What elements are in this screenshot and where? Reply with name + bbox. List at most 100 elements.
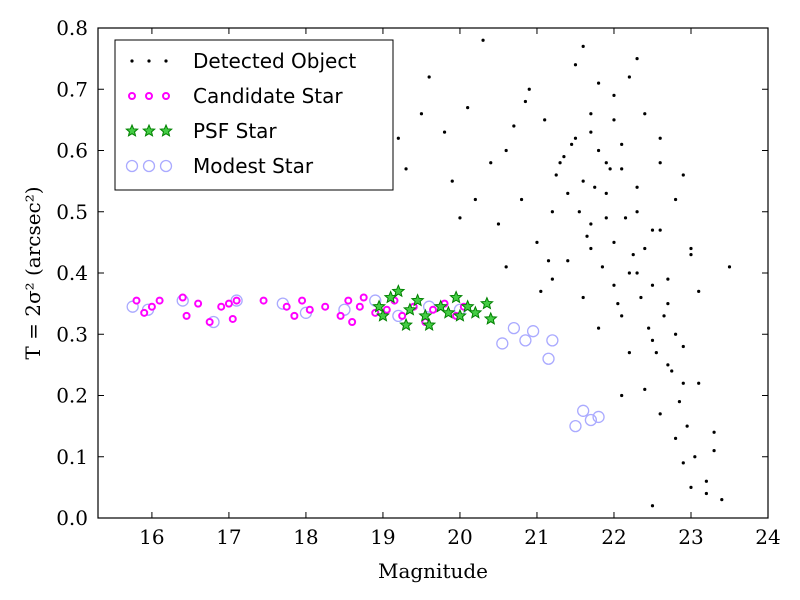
candidate-star-point	[140, 308, 149, 317]
detected-object-point	[673, 436, 678, 440]
psf-star-point	[372, 299, 387, 313]
candidate-star-point	[182, 311, 191, 320]
detected-object-point	[523, 99, 528, 104]
modest-star-point	[592, 410, 605, 424]
detected-object-point	[450, 179, 454, 183]
detected-object-point	[627, 351, 631, 355]
detected-object-point	[577, 210, 581, 214]
detected-object-point	[689, 246, 693, 251]
candidate-star-point	[232, 296, 241, 305]
x-tick-label: 18	[293, 525, 318, 549]
detected-object-point	[650, 338, 655, 342]
legend-label-candidate-star: Candidate Star	[193, 84, 343, 108]
detected-object-point	[596, 81, 601, 85]
detected-object-point	[627, 271, 631, 275]
x-tick-label: 22	[601, 525, 626, 549]
detected-object-point	[589, 112, 593, 116]
detected-object-point	[643, 112, 647, 116]
candidate-star-point	[348, 318, 357, 326]
modest-star-point	[496, 337, 509, 350]
detected-object-point	[623, 216, 628, 220]
detected-object-point	[466, 106, 470, 110]
detected-object-point	[681, 344, 685, 349]
y-tick-label: 0.0	[56, 506, 88, 530]
detected-object-point	[712, 449, 716, 453]
candidate-star-point	[132, 296, 141, 305]
detected-object-point	[658, 136, 662, 140]
detected-object-point	[566, 259, 570, 263]
y-tick-label: 0.3	[56, 322, 88, 346]
detected-object-point	[512, 124, 516, 128]
detected-object-point	[489, 161, 493, 165]
detected-object-point	[647, 326, 651, 330]
data-points	[126, 38, 732, 508]
detected-object-point	[581, 295, 585, 300]
legend-marker-psf-star	[125, 123, 139, 137]
modest-star-point	[507, 321, 521, 335]
detected-object-point	[727, 265, 732, 269]
candidate-star-point	[305, 305, 314, 314]
detected-object-point	[677, 400, 682, 404]
legend-label-psf-star: PSF Star	[193, 119, 277, 143]
detected-object-point	[658, 412, 662, 416]
detected-object-point	[612, 283, 616, 287]
legend-marker-modest-star	[159, 159, 173, 173]
modest-star-point	[519, 334, 532, 347]
psf-star-point	[453, 308, 467, 322]
detected-object-point	[612, 93, 616, 97]
detected-object-point	[635, 185, 639, 189]
detected-object-point	[704, 491, 708, 496]
detected-object-point	[685, 424, 689, 428]
detected-object-point	[558, 161, 562, 165]
candidate-star-point	[382, 305, 391, 314]
detected-object-point	[620, 167, 624, 171]
legend-marker-candidate-star	[128, 92, 136, 100]
x-tick-label: 20	[447, 525, 472, 549]
detected-object-point	[550, 277, 554, 281]
x-tick-label: 23	[678, 525, 703, 549]
legend-marker-candidate-star	[162, 92, 170, 100]
modest-star-point	[577, 404, 590, 417]
candidate-star-point	[194, 299, 203, 308]
candidate-star-point	[298, 296, 307, 305]
detected-object-point	[519, 197, 524, 202]
detected-object-point	[496, 222, 501, 226]
y-tick-labels: 0.0 0.1 0.2 0.3 0.4 0.5 0.6 0.7 0.8	[56, 16, 88, 530]
legend-marker-psf-star	[159, 123, 173, 137]
candidate-star-point	[155, 296, 164, 305]
detected-object-point	[658, 228, 662, 232]
detected-object-point	[627, 75, 631, 79]
psf-star-point	[441, 305, 456, 319]
legend-marker-candidate-star	[145, 92, 153, 100]
detected-object-point	[535, 240, 539, 244]
y-tick-label: 0.1	[56, 445, 88, 469]
psf-star-point	[376, 308, 390, 322]
detected-object-point	[650, 283, 655, 287]
detected-object-point	[562, 155, 566, 159]
detected-object-point	[554, 173, 558, 177]
candidate-star-point	[282, 302, 291, 311]
detected-object-point	[635, 271, 639, 275]
detected-object-point	[589, 130, 593, 134]
detected-object-point	[604, 216, 608, 220]
detected-object-point	[585, 234, 589, 238]
psf-star-point	[483, 311, 498, 325]
x-tick-labels: 16 17 18 19 20 21 22 23 24	[139, 525, 781, 549]
modest-star-point	[569, 419, 582, 433]
psf-star-point	[422, 317, 437, 331]
x-axis-title: Magnitude	[378, 559, 488, 583]
detected-object-point	[396, 136, 400, 140]
x-tick-label: 17	[216, 525, 241, 549]
candidate-star-point	[355, 302, 364, 311]
psf-star-point	[449, 290, 464, 304]
detected-object-point	[643, 246, 647, 251]
detected-object-point	[596, 326, 601, 330]
detected-object-point	[481, 38, 485, 42]
detected-object-point	[639, 295, 643, 300]
x-tick-label: 16	[139, 525, 164, 549]
modest-star-point	[542, 352, 555, 365]
legend-marker-modest-star	[142, 159, 156, 173]
detected-object-point	[573, 136, 578, 140]
candidate-star-point	[217, 302, 226, 311]
